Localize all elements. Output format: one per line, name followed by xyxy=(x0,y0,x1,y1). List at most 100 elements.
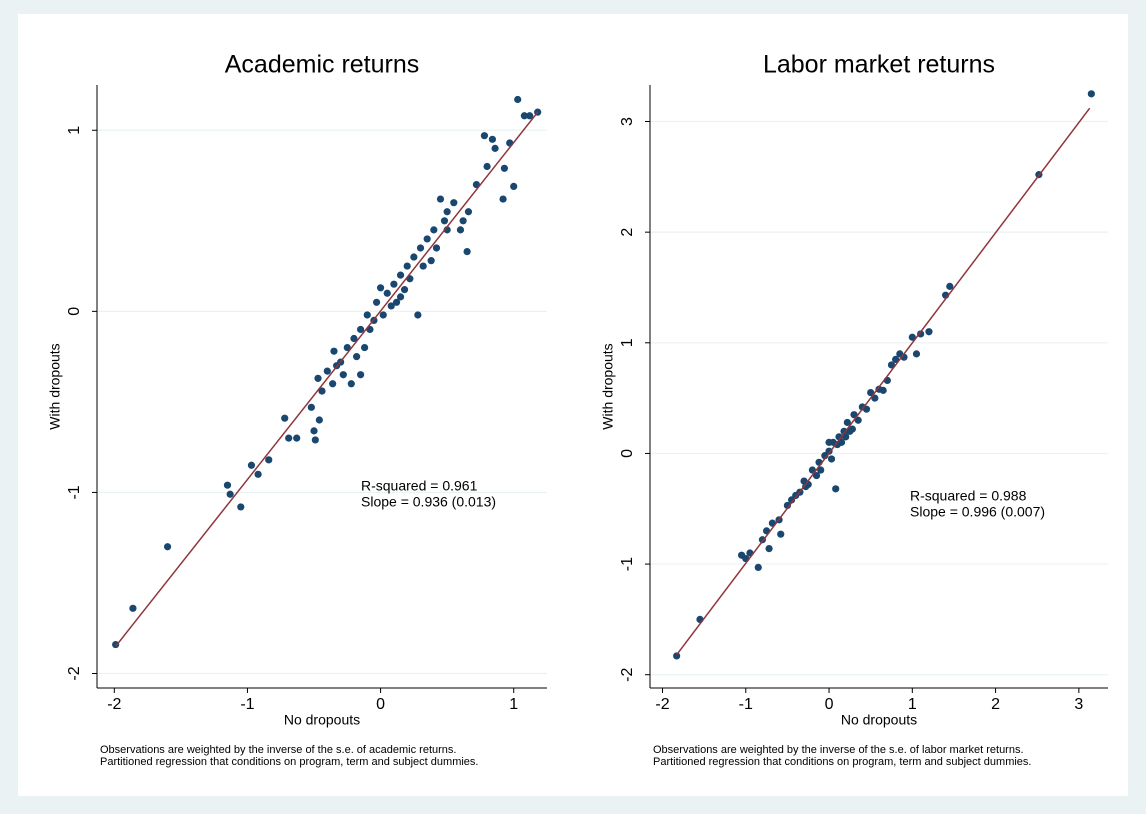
y-axis-title: With dropouts xyxy=(47,343,63,429)
point xyxy=(396,271,405,279)
point xyxy=(526,112,534,120)
point xyxy=(423,235,431,243)
point xyxy=(459,217,467,225)
point xyxy=(343,343,351,352)
chart-title: Academic returns xyxy=(225,51,420,79)
x-tick-label: -1 xyxy=(240,696,254,713)
point xyxy=(372,298,381,306)
point xyxy=(765,544,773,553)
y-tick-label: -1 xyxy=(619,557,636,571)
point xyxy=(854,416,862,424)
point xyxy=(1087,90,1095,98)
point xyxy=(247,461,256,469)
point xyxy=(812,471,821,480)
point xyxy=(410,253,418,261)
note: Observations are weighted by the inverse… xyxy=(653,744,1024,756)
point xyxy=(440,217,449,225)
point xyxy=(827,455,836,463)
point xyxy=(419,262,427,270)
point xyxy=(293,434,301,442)
point xyxy=(450,199,458,207)
point xyxy=(783,501,792,510)
y-axis-title: With dropouts xyxy=(600,343,616,429)
point xyxy=(318,387,326,395)
note: Partitioned regression that conditions o… xyxy=(100,756,478,768)
annotation: Slope = 0.936 (0.013) xyxy=(361,494,496,510)
point xyxy=(112,640,120,649)
y-tick-label: -2 xyxy=(66,666,83,680)
annotation: R-squared = 0.988 xyxy=(910,488,1027,504)
point xyxy=(363,311,371,319)
note: Observations are weighted by the inverse… xyxy=(100,744,456,756)
point xyxy=(514,95,522,104)
point xyxy=(310,427,318,435)
point xyxy=(430,226,438,234)
point xyxy=(281,414,289,422)
point xyxy=(285,434,293,442)
point xyxy=(917,330,925,338)
annotation: Slope = 0.996 (0.007) xyxy=(910,504,1045,520)
point xyxy=(443,208,451,216)
x-tick-label: 0 xyxy=(825,696,834,713)
x-tick-label: -2 xyxy=(107,696,121,713)
point xyxy=(361,343,369,352)
point xyxy=(777,530,785,538)
point xyxy=(892,355,900,363)
x-tick-label: 2 xyxy=(991,696,1000,713)
point xyxy=(427,257,435,265)
annotation: R-squared = 0.961 xyxy=(361,478,478,494)
point xyxy=(488,135,497,143)
point xyxy=(879,386,887,394)
point xyxy=(339,371,347,379)
point xyxy=(842,433,850,441)
point xyxy=(483,162,491,171)
x-tick-label: -2 xyxy=(655,696,669,713)
y-tick-label: 2 xyxy=(619,228,636,237)
point xyxy=(350,334,358,343)
point xyxy=(323,367,331,375)
point xyxy=(832,485,840,493)
point xyxy=(840,427,848,435)
point xyxy=(314,374,322,382)
point xyxy=(315,416,323,424)
point xyxy=(237,503,245,511)
point xyxy=(254,470,262,478)
point xyxy=(376,284,385,292)
point xyxy=(480,132,489,140)
x-tick-label: 1 xyxy=(908,696,917,713)
point xyxy=(673,652,681,660)
point xyxy=(925,328,933,336)
point xyxy=(802,483,810,491)
point xyxy=(416,244,425,252)
point xyxy=(357,371,365,379)
point xyxy=(414,311,422,319)
point xyxy=(862,405,871,413)
point xyxy=(500,164,508,172)
point xyxy=(163,543,172,551)
point xyxy=(432,244,441,252)
y-tick-label: 1 xyxy=(66,126,83,135)
point xyxy=(436,195,445,203)
point xyxy=(491,144,499,152)
y-tick-label: 3 xyxy=(619,117,636,126)
point xyxy=(353,353,361,361)
point xyxy=(825,447,833,455)
point xyxy=(464,208,473,216)
y-tick-label: 0 xyxy=(619,449,636,458)
point xyxy=(520,112,528,120)
y-tick-label: -1 xyxy=(66,485,83,499)
point xyxy=(330,347,338,355)
point xyxy=(396,293,405,301)
point xyxy=(848,425,856,433)
point xyxy=(347,380,355,388)
point xyxy=(912,350,921,358)
point xyxy=(379,311,387,319)
point xyxy=(223,481,232,489)
point xyxy=(510,182,518,191)
point xyxy=(825,438,833,446)
point xyxy=(456,226,465,234)
point xyxy=(867,388,875,397)
point xyxy=(400,286,409,294)
